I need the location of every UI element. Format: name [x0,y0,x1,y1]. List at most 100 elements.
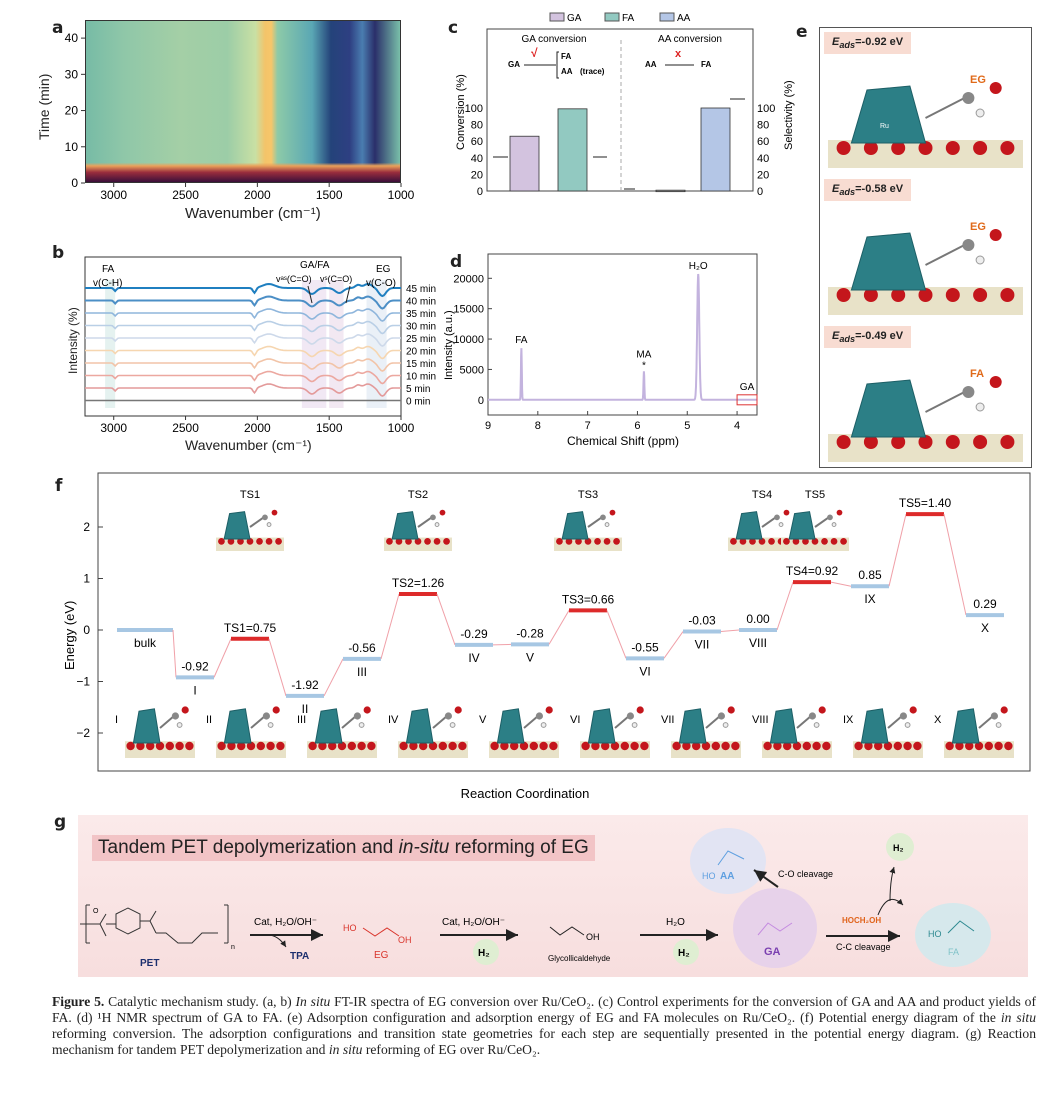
bar-ga [509,135,540,192]
oxygen-atom [609,509,616,516]
y-axis-label: Energy (eV) [62,601,77,670]
hydrogen-atom [434,522,440,528]
oxygen-atom [830,538,838,545]
hydrogen-atom [358,722,365,728]
eg-oh: OH [398,935,412,945]
oxygen-atom [802,741,811,751]
connector [172,629,177,678]
x-tick-label: 7 [585,420,591,432]
panel-label-c: c [448,18,459,38]
ga-label: GA [764,946,781,958]
ru-cluster [223,511,251,540]
intermediate-structure-label: II [206,714,212,726]
oxygen-atom [545,706,553,714]
ru-cluster [850,379,927,438]
carbon-atom [262,712,270,720]
fa-ho: HO [928,929,942,939]
highlight-band [366,280,387,408]
h2-bubble-1 [473,939,499,965]
y-tick-label: 10 [65,140,79,154]
oxygen-atom [792,538,800,545]
rxn-fa: FA [561,52,571,61]
oxygen-atom [227,741,236,751]
oxygen-atom [903,741,912,751]
carbon-atom [962,92,975,104]
oxygen-atom [863,435,878,449]
oxygen-atom [989,376,1002,388]
hydrogen-atom [176,722,183,728]
annot-eg-mode: v(C-O) [366,278,396,289]
eg-ho: HO [343,923,357,933]
oxygen-atom [792,741,802,751]
aa-bubble [690,828,766,894]
aa-structure [717,850,745,866]
bond [159,715,175,729]
oxygen-atom [994,741,1003,751]
oxygen-atom [883,741,893,751]
spectrum-line [85,383,401,397]
spectrum-line [85,308,401,322]
oxygen-atom [822,741,831,751]
oxygen-atom [126,741,135,751]
y-tick-label: 0 [478,395,484,407]
adsorption-structure [828,82,1023,168]
panel-a-heatmap [85,20,401,183]
y-axis-label: Intensity (a.u.) [443,310,455,380]
y-tick-label: 15000 [453,304,484,316]
carbon-atom [774,514,780,521]
intermediate-structure [307,706,377,758]
energy-label: TS2=1.26 [392,576,445,590]
energy-label: -0.92 [181,659,209,673]
figure-caption: Figure 5. Catalytic mechanism study. (a,… [52,994,1036,1058]
connector [436,593,456,646]
oxygen-atom [811,538,819,545]
carbon-atom [899,712,907,720]
oxygen-atom [218,538,225,545]
y-tick-label: 100 [465,103,483,115]
rxn-ga: GA [508,60,520,69]
adsorbate-label: FA [970,368,984,380]
intermediate-structure-label: I [115,714,118,726]
oxygen-atom [984,741,993,751]
oxygen-atom [682,741,691,751]
ru-cluster [850,85,927,144]
y2-tick-label: 40 [757,153,769,165]
adsorbate-label: EG [970,221,986,233]
mechanism-title: Tandem PET depolymerization and in-situ … [92,835,595,861]
oxygen-atom [1000,141,1015,155]
oxygen-atom [973,288,988,302]
oxygen-atom [758,538,766,545]
carbon-atom [827,514,833,521]
carbon-atom [717,712,725,720]
ts-structure-label: TS1 [240,489,260,501]
oxygen-atom [337,741,347,751]
annot-fa: FA [102,264,115,275]
oxygen-atom [893,741,902,751]
intermediate-structure [944,706,1014,758]
annot-gafa: GA/FA [300,260,330,271]
ru-cluster [314,708,343,744]
caption-fig: Figure 5. [52,994,105,1009]
oxygen-atom [414,538,422,545]
title-post: reforming of EG [449,837,589,858]
oxygen-atom [613,538,620,545]
bond [249,516,265,528]
oxygen-atom [945,141,960,155]
x-tick-label: 1500 [316,188,343,202]
y-tick-label: 0 [83,623,90,637]
oxygen-atom [601,741,610,751]
oxygen-atom [863,288,878,302]
adsorption-structure [828,229,1023,315]
oxygen-atom [973,435,988,449]
oxygen-atom [874,741,883,751]
oxygen-atom [773,741,782,751]
y-tick-label: 0 [477,186,483,198]
oxygen-atom [630,741,639,751]
bond [978,715,994,729]
carbon-atom [444,712,452,720]
oxygen-atom [603,538,611,545]
legend-label: AA [677,13,691,24]
y2-tick-label: 80 [757,120,769,132]
atom-label: C1 [932,91,941,98]
ru-cluster [678,708,707,744]
